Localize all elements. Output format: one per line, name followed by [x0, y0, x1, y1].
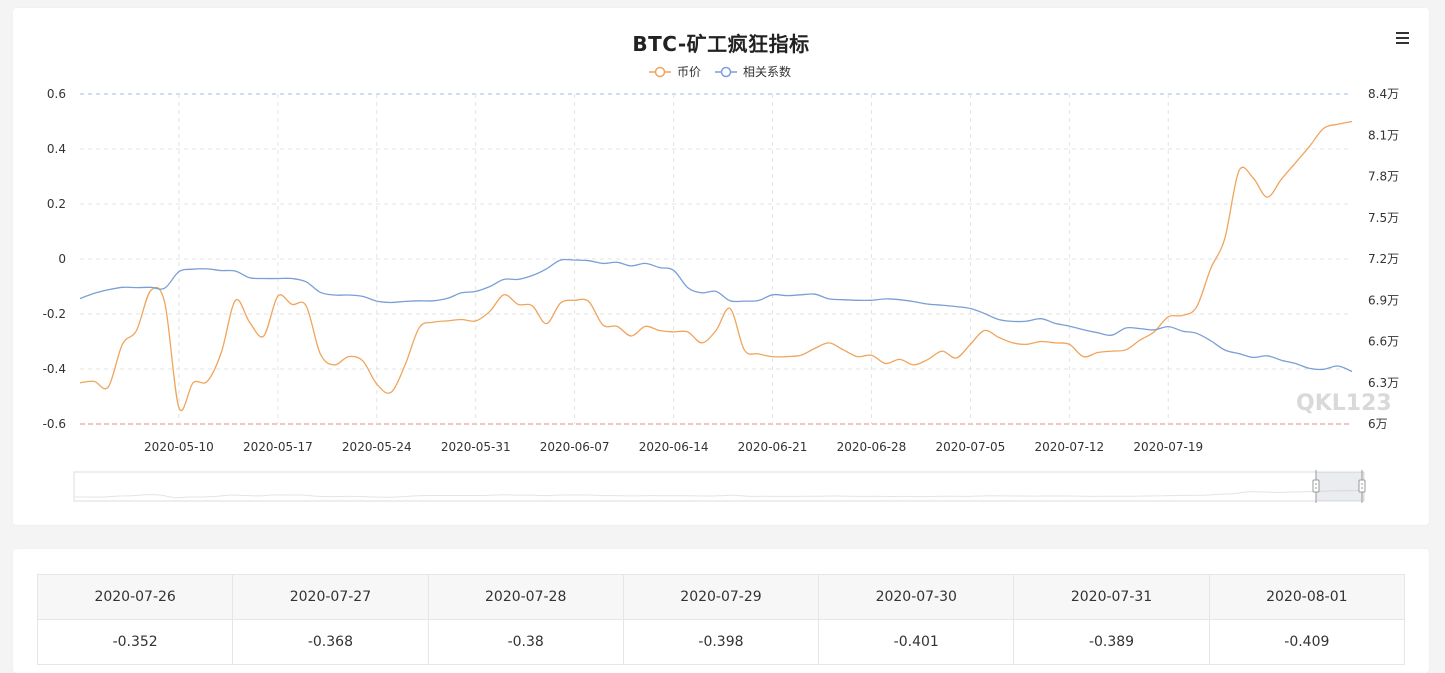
- hamburger-menu-icon[interactable]: [1396, 32, 1409, 44]
- data-zoom-slider[interactable]: [73, 470, 1366, 503]
- zoom-window[interactable]: [1316, 472, 1364, 501]
- legend: 币价 相关系数: [649, 64, 791, 79]
- watermark-text: QKL123: [1296, 391, 1392, 416]
- table-cell: -0.401: [818, 619, 1015, 665]
- table-header-cell: 2020-07-28: [427, 574, 624, 620]
- table-card: 2020-07-26 2020-07-27 2020-07-28 2020-07-29…: [13, 549, 1429, 673]
- table-row: -0.352 -0.368 -0.38 -0.398 -0.401 -0.389 -0.40…: [36, 619, 1406, 665]
- x-tick-label: 2020-05-24: [342, 440, 412, 454]
- table-cell: -0.389: [1013, 619, 1210, 665]
- y-right-tick-label: 6.9万: [1368, 293, 1399, 307]
- table-header-cell: 2020-07-27: [232, 574, 429, 620]
- series-line-1: [79, 258, 1353, 373]
- zoom-handle-left[interactable]: [1312, 470, 1320, 503]
- y-axis-right: 8.4万 8.1万 7.8万 7.5万 7.2万 6.9万 6.6万 6.3万 6万: [1368, 87, 1399, 431]
- x-tick-label: 2020-05-10: [144, 440, 214, 454]
- x-tick-label: 2020-05-31: [441, 440, 511, 454]
- x-tick-label: 2020-06-21: [738, 440, 808, 454]
- y-right-tick-label: 7.5万: [1368, 211, 1399, 225]
- zoom-track[interactable]: [73, 471, 1365, 502]
- x-tick-label: 2020-07-19: [1133, 440, 1203, 454]
- legend-item-0[interactable]: 币价: [649, 65, 701, 79]
- series-layer: [79, 120, 1353, 412]
- legend-label: 相关系数: [743, 64, 791, 79]
- table-header-cell: 2020-08-01: [1208, 574, 1406, 620]
- data-table: 2020-07-26 2020-07-27 2020-07-28 2020-07-29…: [36, 574, 1406, 665]
- zoom-handle-right[interactable]: [1358, 470, 1366, 503]
- table-header-cell: 2020-07-26: [36, 574, 234, 620]
- y-right-tick-label: 8.1万: [1368, 128, 1399, 142]
- legend-label: 币价: [677, 65, 701, 79]
- y-left-tick-label: 0.6: [47, 87, 66, 101]
- series-line-0: [79, 120, 1353, 412]
- table-header-cell: 2020-07-29: [622, 574, 820, 620]
- watermark-logo: QKL123: [1296, 391, 1392, 416]
- x-tick-label: 2020-05-17: [243, 440, 313, 454]
- chart-canvas: 币价 相关系数 0.6 0.4 0.2 0 -0.2 -0.4 -0.6 8.4万 8.1万 7.…: [43, 64, 1399, 503]
- table-cell: -0.38: [427, 619, 624, 665]
- y-axis-left: 0.6 0.4 0.2 0 -0.2 -0.4 -0.6: [43, 87, 66, 431]
- x-tick-label: 2020-06-07: [540, 440, 610, 454]
- y-right-tick-label: 6.3万: [1368, 376, 1399, 390]
- y-left-tick-label: -0.6: [43, 417, 66, 431]
- x-tick-label: 2020-07-05: [936, 440, 1006, 454]
- table-cell: -0.368: [232, 619, 429, 665]
- table-cell: -0.398: [622, 619, 820, 665]
- chart-grid: [80, 93, 1352, 425]
- table-header-row: 2020-07-26 2020-07-27 2020-07-28 2020-07-29…: [36, 574, 1406, 620]
- y-right-tick-label: 6万: [1368, 417, 1388, 431]
- y-right-tick-label: 7.2万: [1368, 252, 1399, 266]
- zoom-preview-line: [73, 490, 1365, 499]
- y-left-tick-label: 0.2: [47, 197, 66, 211]
- chart-title: BTC-矿工疯狂指标: [632, 32, 810, 56]
- legend-item-1[interactable]: 相关系数: [715, 64, 791, 79]
- y-left-tick-label: 0.4: [47, 142, 66, 156]
- table-cell: -0.409: [1208, 619, 1406, 665]
- y-left-tick-label: -0.4: [43, 362, 66, 376]
- y-right-tick-label: 7.8万: [1368, 170, 1399, 184]
- table-cell: -0.352: [36, 619, 234, 665]
- y-right-tick-label: 8.4万: [1368, 87, 1399, 101]
- y-right-tick-label: 6.6万: [1368, 335, 1399, 349]
- x-tick-label: 2020-06-28: [837, 440, 907, 454]
- x-tick-label: 2020-07-12: [1034, 440, 1104, 454]
- table-header-cell: 2020-07-31: [1013, 574, 1210, 620]
- table-header-cell: 2020-07-30: [818, 574, 1015, 620]
- y-left-tick-label: 0: [58, 252, 66, 266]
- y-left-tick-label: -0.2: [43, 307, 66, 321]
- x-tick-label: 2020-06-14: [639, 440, 709, 454]
- chart-card: BTC-矿工疯狂指标 币价 相关系数 0.6 0.4 0.2 0 -0.2 -0.4 -0.6…: [13, 8, 1429, 525]
- x-axis: 2020-05-10 2020-05-17 2020-05-24 2020-05-31…: [144, 440, 1203, 454]
